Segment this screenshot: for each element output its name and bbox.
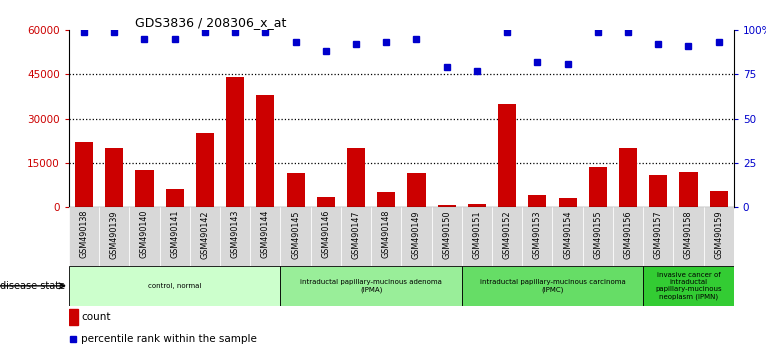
Text: GSM490139: GSM490139 (110, 210, 119, 258)
Bar (431, 207, 462, 266)
Text: GSM490141: GSM490141 (170, 210, 179, 258)
Bar (196, 133, 214, 207)
Bar (341, 207, 372, 266)
Bar (280, 207, 311, 266)
Text: count: count (81, 312, 110, 322)
Bar (311, 207, 341, 266)
Bar (377, 192, 395, 207)
Bar (190, 207, 220, 266)
Text: GSM490147: GSM490147 (352, 210, 361, 258)
Text: control, normal: control, normal (148, 283, 201, 289)
Text: GSM490148: GSM490148 (381, 210, 391, 258)
Bar (372, 207, 401, 266)
Text: GSM490149: GSM490149 (412, 210, 421, 258)
Text: GSM490143: GSM490143 (231, 210, 240, 258)
Text: intraductal papillary-mucinous adenoma
(IPMA): intraductal papillary-mucinous adenoma (… (300, 279, 442, 293)
Bar (105, 148, 123, 207)
Bar (522, 207, 552, 266)
Text: intraductal papillary-mucinous carcinoma
(IPMC): intraductal papillary-mucinous carcinoma… (480, 279, 625, 293)
Bar (498, 104, 516, 207)
Text: GSM490156: GSM490156 (624, 210, 633, 258)
Bar (257, 95, 274, 207)
Text: GSM490157: GSM490157 (653, 210, 663, 259)
Bar (75, 142, 93, 207)
Bar (650, 175, 667, 207)
Bar (250, 207, 280, 266)
Bar (99, 207, 129, 266)
Bar (437, 205, 456, 207)
Text: GSM490152: GSM490152 (502, 210, 512, 259)
Text: GSM490138: GSM490138 (80, 210, 89, 258)
Bar (317, 197, 335, 207)
Text: disease state: disease state (0, 281, 65, 291)
Bar (347, 148, 365, 207)
Bar (643, 207, 673, 266)
Bar (69, 266, 280, 306)
Bar (619, 148, 637, 207)
Text: GSM490158: GSM490158 (684, 210, 693, 258)
Bar (643, 266, 734, 306)
Bar (159, 207, 190, 266)
Bar (462, 266, 643, 306)
Bar (136, 170, 153, 207)
Text: GSM490159: GSM490159 (714, 210, 723, 259)
Bar (129, 207, 159, 266)
Bar (589, 167, 607, 207)
Bar (165, 189, 184, 207)
Text: GSM490154: GSM490154 (563, 210, 572, 258)
Bar (613, 207, 643, 266)
Text: GSM490145: GSM490145 (291, 210, 300, 258)
Bar (583, 207, 613, 266)
Text: GSM490155: GSM490155 (594, 210, 602, 259)
Text: GSM490153: GSM490153 (533, 210, 542, 258)
Bar (69, 309, 77, 325)
Bar (492, 207, 522, 266)
Text: GSM490140: GSM490140 (140, 210, 149, 258)
Bar (704, 207, 734, 266)
Text: GSM490151: GSM490151 (473, 210, 482, 258)
Text: GSM490146: GSM490146 (321, 210, 330, 258)
Bar (558, 198, 577, 207)
Text: GDS3836 / 208306_x_at: GDS3836 / 208306_x_at (136, 16, 286, 29)
Bar (709, 191, 728, 207)
Bar (552, 207, 583, 266)
Text: GSM490142: GSM490142 (201, 210, 209, 258)
Bar (673, 207, 704, 266)
Bar (529, 195, 546, 207)
Text: percentile rank within the sample: percentile rank within the sample (81, 334, 257, 344)
Text: invasive cancer of
intraductal
papillary-mucinous
neoplasm (IPMN): invasive cancer of intraductal papillary… (655, 272, 722, 299)
Text: GSM490144: GSM490144 (261, 210, 270, 258)
Text: GSM490150: GSM490150 (442, 210, 451, 258)
Bar (286, 173, 305, 207)
Bar (468, 205, 486, 207)
Bar (220, 207, 250, 266)
Bar (462, 207, 492, 266)
Bar (69, 207, 99, 266)
Bar (280, 266, 462, 306)
Bar (408, 173, 426, 207)
Bar (679, 172, 698, 207)
Bar (401, 207, 431, 266)
Bar (226, 77, 244, 207)
